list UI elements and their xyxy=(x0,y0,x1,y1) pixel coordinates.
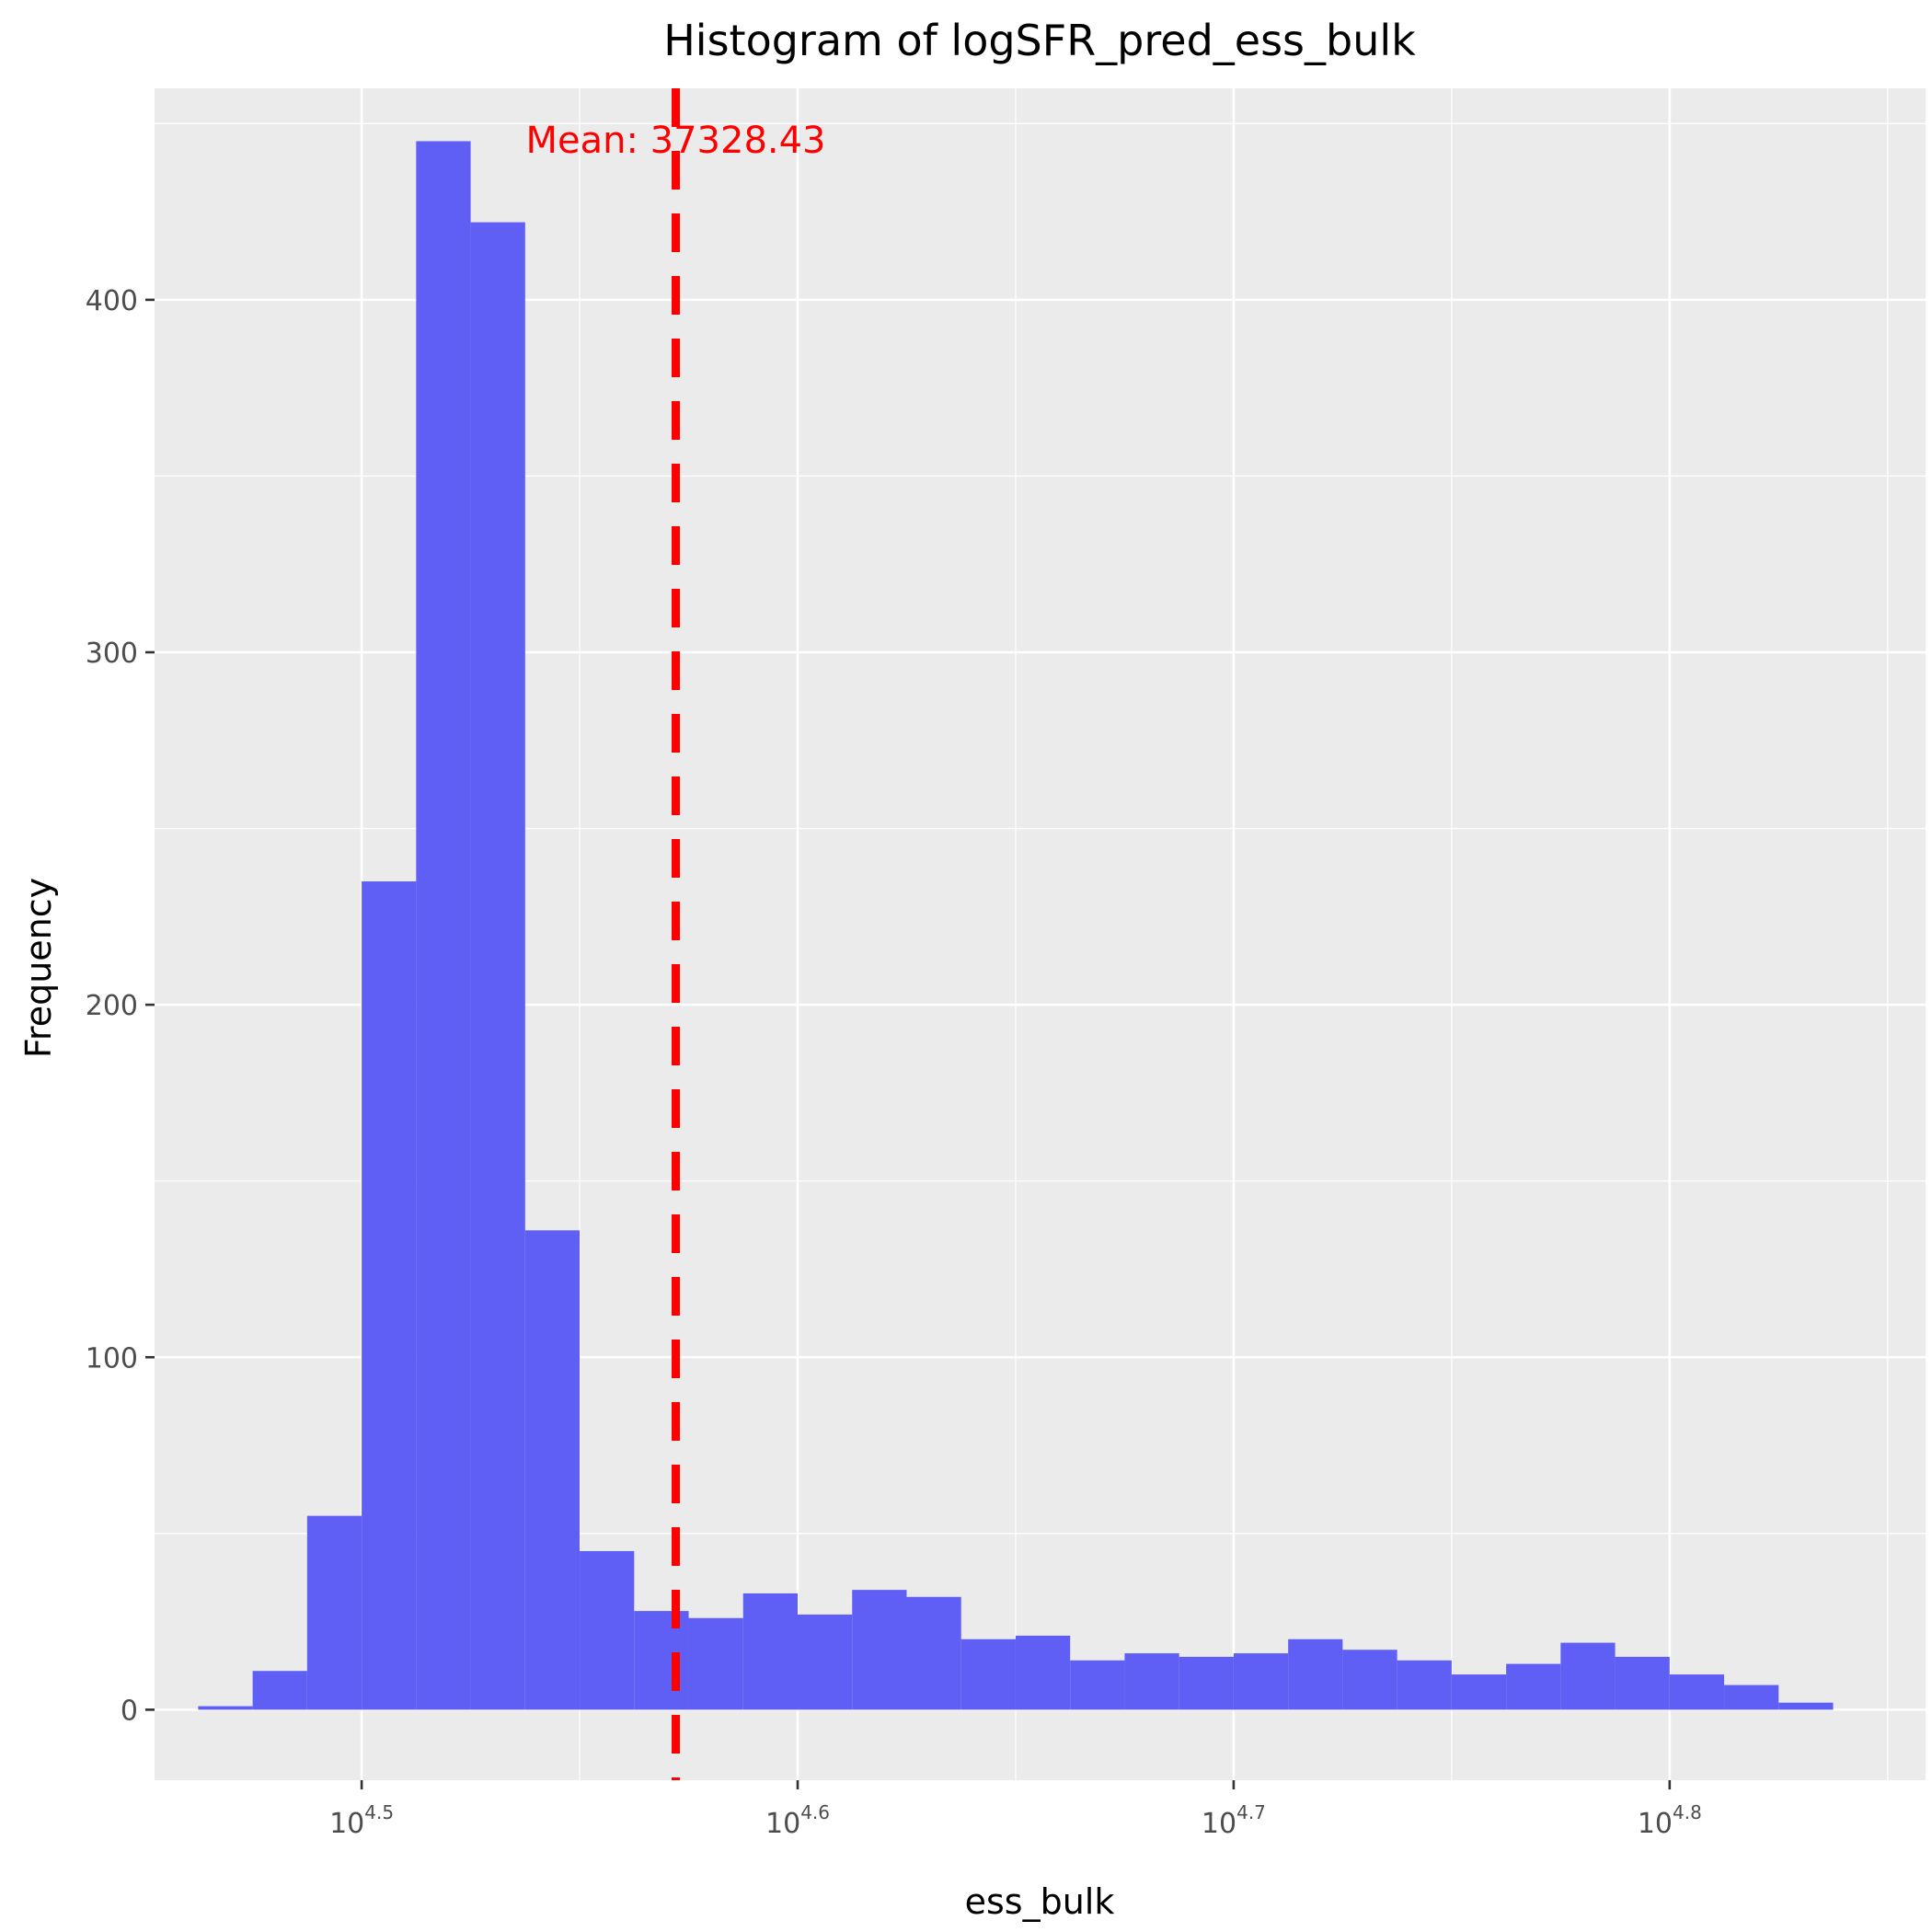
histogram-bar xyxy=(306,1515,362,1710)
histogram-bar xyxy=(688,1617,743,1710)
histogram-bar xyxy=(1506,1663,1561,1710)
histogram-bar xyxy=(798,1614,853,1710)
minor-gridlines xyxy=(155,88,1926,1780)
x-tick-label: 104.8 xyxy=(1638,1801,1702,1840)
histogram-bar xyxy=(1669,1674,1725,1710)
histogram-bar xyxy=(252,1671,307,1710)
mean-label: Mean: 37328.43 xyxy=(525,120,825,162)
histogram-bar xyxy=(1288,1639,1343,1710)
histogram-bar xyxy=(580,1550,635,1710)
histogram-bar xyxy=(1179,1656,1234,1710)
histogram-bar xyxy=(1615,1656,1670,1710)
mean-annotation: Mean: 37328.43 xyxy=(525,88,826,1780)
histogram-bar xyxy=(906,1596,961,1710)
y-tick-label: 100 xyxy=(86,1342,138,1374)
histogram-bar xyxy=(1233,1653,1289,1710)
x-tick-label: 104.6 xyxy=(765,1801,830,1840)
histogram-bar xyxy=(416,141,471,1710)
histogram-bar xyxy=(470,222,525,1710)
y-tick-label: 200 xyxy=(86,990,138,1022)
histogram-bar xyxy=(362,881,417,1710)
y-tick-label: 0 xyxy=(121,1695,138,1727)
y-tick-label: 400 xyxy=(86,285,138,317)
histogram-bar xyxy=(634,1611,689,1710)
histogram-bar xyxy=(1124,1653,1179,1710)
histogram-bar xyxy=(960,1639,1016,1710)
x-axis-title: ess_bulk xyxy=(965,1881,1115,1922)
histogram-bar xyxy=(1397,1660,1452,1710)
histogram-bar xyxy=(1560,1642,1616,1710)
y-tick-label: 300 xyxy=(86,638,138,670)
chart-title: Histogram of logSFR_pred_ess_bulk xyxy=(663,16,1416,65)
histogram-bar xyxy=(1015,1635,1071,1710)
histogram-bar xyxy=(1342,1650,1397,1710)
histogram-bar xyxy=(852,1590,907,1710)
histogram-bar xyxy=(742,1593,799,1710)
y-axis-title: Frequency xyxy=(18,878,59,1058)
y-axis: 0 100 200 300 400 xyxy=(86,285,155,1727)
x-tick-label: 104.5 xyxy=(329,1801,394,1840)
x-axis: 104.5 104.6 104.7 104.8 xyxy=(329,1780,1702,1840)
histogram-bar xyxy=(1070,1660,1125,1710)
histogram-bar xyxy=(1778,1702,1834,1710)
histogram-bar xyxy=(1724,1685,1779,1710)
x-tick-label: 104.7 xyxy=(1202,1801,1266,1840)
histogram-bar xyxy=(524,1230,581,1710)
histogram-bars xyxy=(198,141,1834,1710)
histogram-bar xyxy=(1451,1674,1507,1710)
histogram-bar xyxy=(198,1706,253,1710)
